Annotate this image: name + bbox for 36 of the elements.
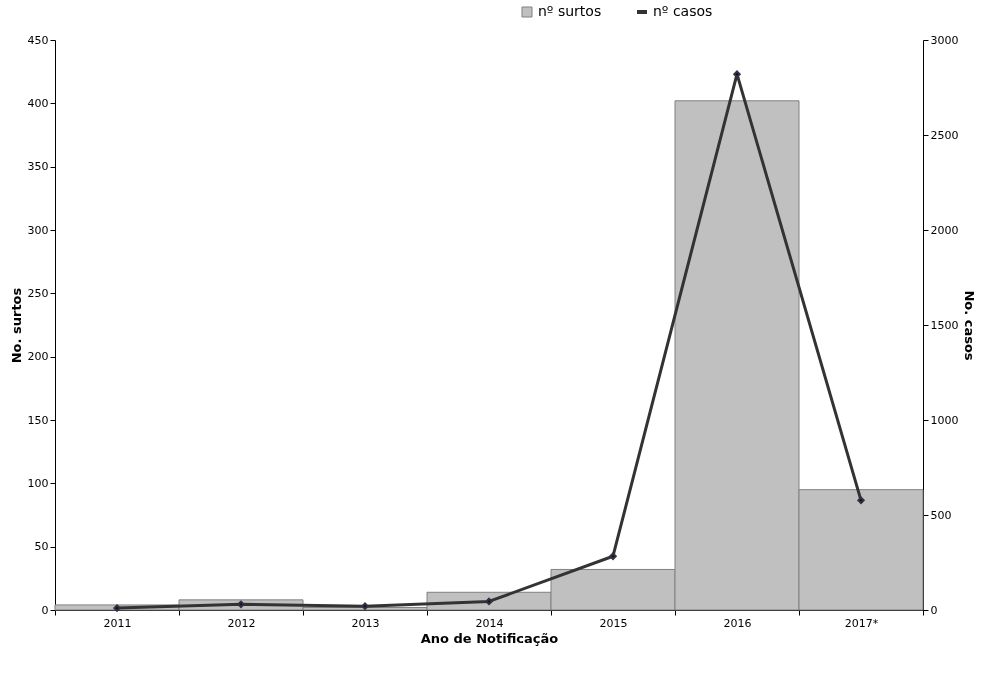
point	[113, 604, 121, 612]
y-tick-label: 350	[27, 160, 49, 174]
y2-tick-label: 1500	[930, 318, 959, 332]
y-tick-label: 100	[27, 476, 49, 490]
y2-tick-label: 2500	[930, 128, 959, 142]
legend-label: nº surtos	[538, 3, 602, 19]
y-axis-title: No. surtos	[8, 287, 24, 364]
point	[361, 602, 369, 610]
x-tick-label: 2014	[475, 616, 504, 630]
x-tick-label: 2011	[103, 616, 132, 630]
y2-tick-label: 500	[930, 508, 952, 522]
y2-tick-label: 3000	[930, 33, 959, 47]
point	[857, 496, 865, 505]
y-tick-label: 250	[27, 286, 49, 300]
x-tick-label: 2017*	[844, 616, 879, 630]
y-tick-label: 300	[27, 223, 49, 237]
y2-tick-label: 1000	[930, 413, 959, 427]
x-tick-label: 2013	[351, 616, 380, 630]
x-tick-label: 2012	[227, 616, 256, 630]
legend-label: nº casos	[653, 3, 713, 19]
y-tick-label: 150	[27, 413, 49, 427]
y2-tick-label: 0	[930, 603, 938, 617]
point	[237, 600, 245, 609]
y-tick-label: 400	[27, 96, 49, 110]
point	[733, 70, 741, 78]
x-tick-label: 2016	[723, 616, 752, 630]
x-tick-label: 2015	[599, 616, 628, 630]
point	[485, 597, 493, 606]
y-tick-label: 450	[27, 33, 49, 47]
y-tick-label: 50	[34, 540, 49, 554]
y2-axis-title: No. casos	[962, 290, 978, 361]
y-tick-label: 200	[27, 350, 49, 364]
point	[609, 552, 617, 560]
x-axis-title: Ano de Notificação	[420, 630, 559, 646]
y2-tick-label: 2000	[930, 223, 959, 237]
y-tick-label: 0	[41, 603, 49, 617]
